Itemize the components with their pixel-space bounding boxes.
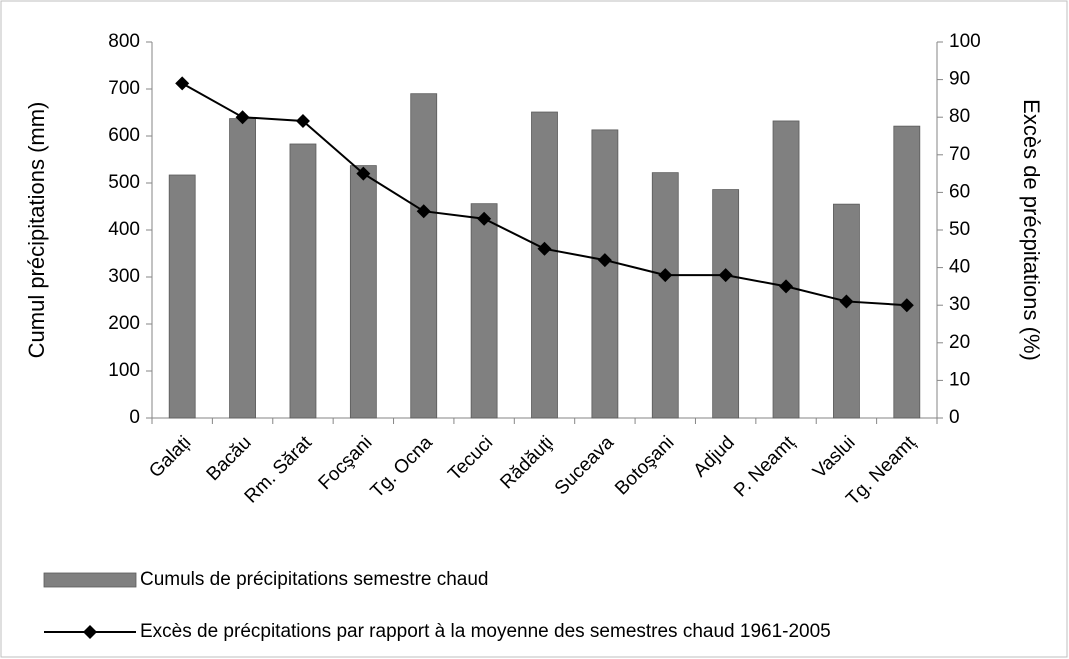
bar (591, 129, 619, 419)
y2-tick-label: 90 (949, 69, 970, 90)
line-marker (175, 76, 190, 91)
line-marker (477, 211, 492, 226)
y-tick-label: 0 (129, 407, 140, 428)
y2-tick-label: 80 (949, 106, 970, 127)
y-tick-label: 600 (108, 125, 140, 146)
line-marker (295, 113, 310, 128)
y2-tick-label: 30 (949, 294, 970, 315)
y-tick-label: 800 (108, 31, 140, 52)
line-marker (597, 253, 612, 268)
legend-label: Excès de précpitations par rapport à la … (140, 621, 831, 642)
bar (531, 111, 558, 419)
bar (893, 125, 921, 419)
line-marker (537, 241, 552, 256)
bar (470, 203, 498, 419)
y-tick-label: 100 (108, 360, 140, 381)
line-marker (779, 279, 794, 294)
bar (651, 172, 679, 419)
line-marker (718, 268, 733, 283)
y-tick-label: 400 (108, 219, 140, 240)
legend-marker (83, 625, 97, 639)
bar (772, 120, 800, 419)
line-marker (899, 298, 914, 313)
line-marker (658, 268, 673, 283)
bar (289, 143, 317, 419)
y2-tick-label: 40 (949, 257, 970, 278)
y-tick-label: 200 (108, 313, 140, 334)
line-marker (235, 110, 250, 125)
y2-tick-label: 0 (949, 407, 960, 428)
y2-tick-label: 50 (949, 219, 970, 240)
bar (229, 118, 256, 419)
legend-swatch (43, 572, 137, 588)
y-axis-title: Cumul précipitations (mm) (24, 102, 49, 359)
bar (833, 203, 860, 419)
line-marker (356, 166, 371, 181)
line-marker (416, 204, 431, 219)
y2-tick-label: 100 (949, 31, 981, 52)
bar (712, 189, 740, 419)
bar (410, 93, 438, 419)
y2-tick-label: 20 (949, 332, 970, 353)
bar (168, 174, 196, 419)
bar (349, 165, 377, 419)
y-tick-label: 500 (108, 172, 140, 193)
y2-tick-label: 60 (949, 181, 970, 202)
y-tick-label: 700 (108, 78, 140, 99)
y-tick-label: 300 (108, 266, 140, 287)
line-marker (839, 294, 854, 309)
y2-axis-title: Excès de précpitations (%) (1019, 99, 1044, 361)
y2-tick-label: 70 (949, 144, 970, 165)
y2-tick-label: 10 (949, 369, 970, 390)
legend-label: Cumuls de précipitations semestre chaud (140, 569, 489, 590)
